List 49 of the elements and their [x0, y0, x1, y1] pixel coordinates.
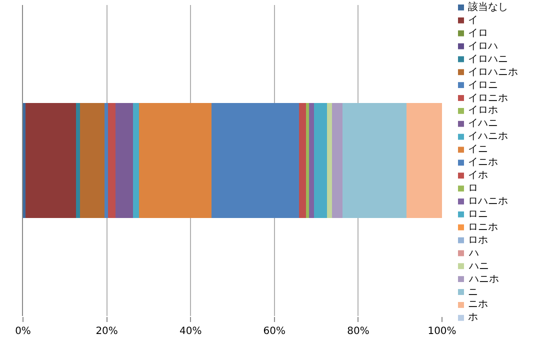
- legend-label: イロハニ: [468, 54, 508, 65]
- bar: [104, 102, 108, 218]
- x-tick-label: 40%: [179, 326, 202, 337]
- legend-label: ロニホ: [468, 222, 498, 233]
- bar: [26, 102, 76, 218]
- legend-label: イハニホ: [468, 131, 508, 142]
- legend-label: 該当なし: [468, 1, 508, 13]
- legend-label: ホ: [468, 312, 478, 323]
- legend-label: イハニ: [468, 118, 498, 129]
- legend-label: イロ: [468, 28, 488, 39]
- legend-label: イロハ: [468, 41, 498, 52]
- x-tick-label: 80%: [347, 326, 370, 337]
- bar: [212, 102, 300, 218]
- legend-label: ニホ: [468, 299, 488, 310]
- bar: [139, 102, 212, 218]
- bar: [80, 102, 105, 218]
- legend-label: ニ: [468, 287, 478, 298]
- bar: [314, 102, 328, 218]
- legend-label: ハニ: [468, 261, 489, 272]
- legend-label: ロハニホ: [468, 196, 508, 207]
- bar: [306, 102, 310, 218]
- bar: [332, 102, 342, 218]
- legend-label: イ: [468, 15, 478, 26]
- bar: [133, 102, 140, 218]
- bar: [76, 102, 80, 218]
- legend-label: イロホ: [468, 105, 498, 116]
- x-tick-label: 20%: [96, 326, 118, 337]
- bar: [309, 102, 314, 218]
- bar: [23, 102, 26, 218]
- legend-label: ハニホ: [468, 274, 499, 285]
- legend-label: イホ: [468, 170, 488, 181]
- legend-label: ロホ: [468, 235, 488, 246]
- legend-label: イロニホ: [468, 93, 508, 104]
- x-tick-label: 60%: [263, 326, 286, 337]
- legend-label: ロ: [468, 183, 478, 194]
- bar: [116, 102, 134, 218]
- bar: [406, 102, 442, 218]
- legend-label: イニホ: [468, 157, 498, 168]
- bar: [342, 102, 406, 218]
- bar: [327, 102, 332, 218]
- bar: [108, 102, 116, 218]
- x-tick-label: 100%: [428, 326, 456, 337]
- x-tick-label: 0%: [15, 326, 31, 337]
- legend-label: イロハニホ: [468, 67, 518, 78]
- legend-label: イニ: [468, 144, 488, 155]
- legend-label: ロニ: [468, 209, 488, 220]
- legend-label: イロニ: [468, 80, 498, 91]
- bar: [299, 102, 306, 218]
- legend-label: ハ: [468, 248, 479, 259]
